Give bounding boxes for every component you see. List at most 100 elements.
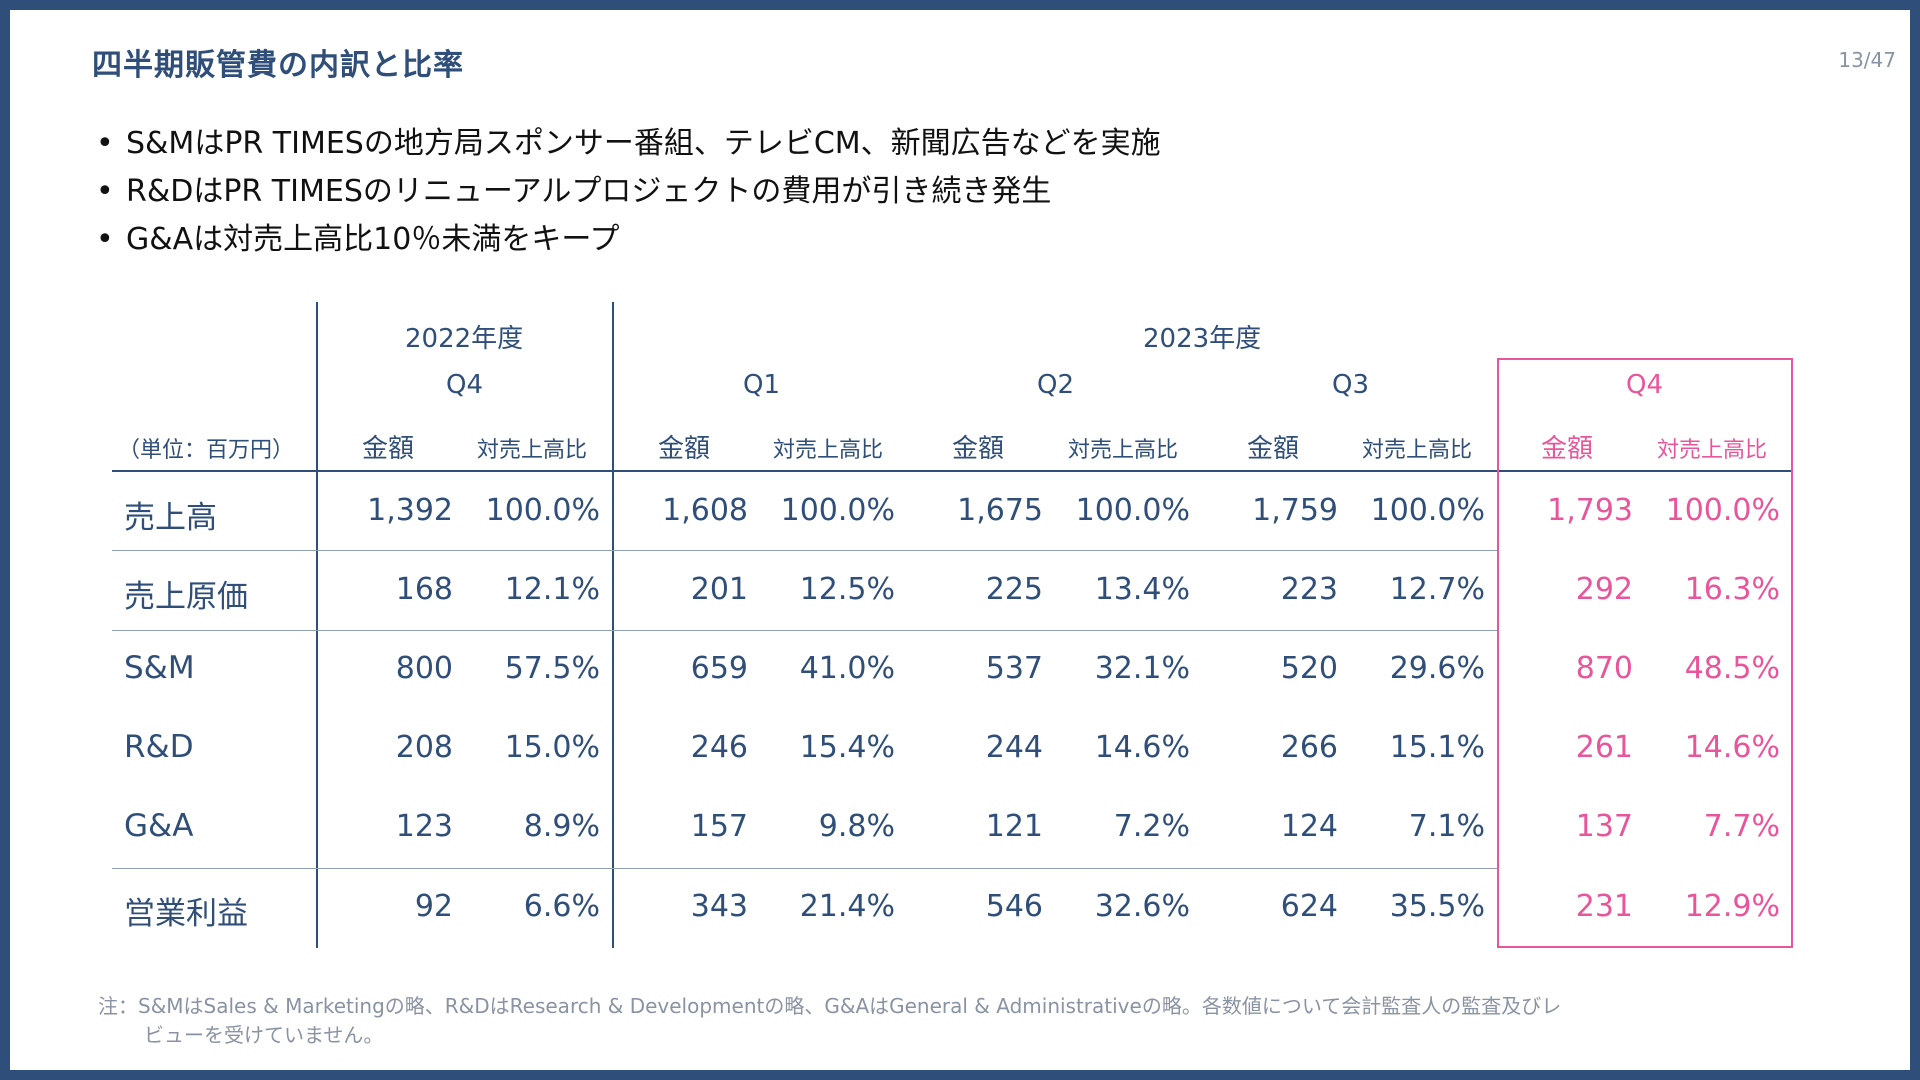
amount-cell: 1,675 bbox=[957, 493, 1043, 528]
column-ratio: 対売上高比 bbox=[1362, 438, 1473, 463]
bullet-list: S&MはPR TIMESの地方局スポンサー番組、テレビCM、新聞広告などを実施 … bbox=[94, 120, 1161, 264]
amount-cell: 1,759 bbox=[1252, 493, 1338, 528]
amount-cell: 92 bbox=[414, 889, 453, 924]
amount-cell: 168 bbox=[395, 572, 453, 607]
amount-cell: 1,392 bbox=[367, 493, 453, 528]
year-header-2023: 2023年度 bbox=[1143, 324, 1262, 354]
ratio-cell: 29.6% bbox=[1389, 651, 1485, 686]
amount-cell: 225 bbox=[985, 572, 1043, 607]
ratio-cell: 41.0% bbox=[799, 651, 895, 686]
ratio-cell: 100.0% bbox=[780, 493, 895, 528]
row-label: 売上原価 bbox=[124, 579, 248, 615]
ratio-cell: 15.0% bbox=[504, 730, 600, 765]
ratio-cell: 100.0% bbox=[1075, 493, 1190, 528]
amount-cell: 246 bbox=[690, 730, 748, 765]
row-divider bbox=[112, 630, 1497, 631]
column-amount: 金額 bbox=[362, 434, 415, 464]
divider-vertical bbox=[316, 302, 318, 948]
ratio-cell: 14.6% bbox=[1094, 730, 1190, 765]
ratio-cell: 12.7% bbox=[1389, 572, 1485, 607]
amount-cell: 223 bbox=[1280, 572, 1338, 607]
column-ratio: 対売上高比 bbox=[477, 438, 588, 463]
ratio-cell: 48.5% bbox=[1684, 651, 1780, 686]
column-ratio: 対売上高比 bbox=[1068, 438, 1179, 463]
q4-highlight-box bbox=[1497, 358, 1793, 948]
footnote: 注：S&MはSales & Marketingの略、R&DはResearch &… bbox=[98, 992, 1818, 1050]
amount-cell: 870 bbox=[1575, 651, 1633, 686]
amount-cell: 157 bbox=[690, 809, 748, 844]
bullet-item: R&DはPR TIMESのリニューアルプロジェクトの費用が引き続き発生 bbox=[94, 168, 1161, 216]
ratio-cell: 6.6% bbox=[523, 889, 600, 924]
year-header-2022: 2022年度 bbox=[405, 324, 524, 354]
ratio-cell: 57.5% bbox=[504, 651, 600, 686]
bullet-item: S&MはPR TIMESの地方局スポンサー番組、テレビCM、新聞広告などを実施 bbox=[94, 120, 1161, 168]
header-rule bbox=[112, 470, 1792, 472]
page-number: 13/47 bbox=[1838, 48, 1896, 72]
amount-cell: 201 bbox=[690, 572, 748, 607]
amount-cell: 659 bbox=[690, 651, 748, 686]
amount-cell: 1,793 bbox=[1547, 493, 1633, 528]
row-label: R&D bbox=[124, 729, 194, 765]
quarter-header: Q4 bbox=[446, 370, 484, 400]
divider-vertical bbox=[612, 302, 614, 948]
amount-cell: 343 bbox=[690, 889, 748, 924]
amount-cell: 121 bbox=[985, 809, 1043, 844]
unit-label: （単位：百万円） bbox=[118, 438, 295, 463]
ratio-cell: 12.5% bbox=[799, 572, 895, 607]
column-ratio: 対売上高比 bbox=[773, 438, 884, 463]
amount-cell: 123 bbox=[395, 809, 453, 844]
amount-cell: 124 bbox=[1280, 809, 1338, 844]
ratio-cell: 21.4% bbox=[799, 889, 895, 924]
ratio-cell: 32.1% bbox=[1094, 651, 1190, 686]
quarter-header: Q1 bbox=[743, 370, 781, 400]
amount-cell: 520 bbox=[1280, 651, 1338, 686]
ratio-cell: 100.0% bbox=[485, 493, 600, 528]
amount-cell: 137 bbox=[1575, 809, 1633, 844]
ratio-cell: 9.8% bbox=[818, 809, 895, 844]
ratio-cell: 7.7% bbox=[1703, 809, 1780, 844]
amount-cell: 1,608 bbox=[662, 493, 748, 528]
quarter-header-highlight: Q4 bbox=[1626, 370, 1664, 400]
column-amount: 金額 bbox=[1247, 434, 1300, 464]
ratio-cell: 15.1% bbox=[1389, 730, 1485, 765]
column-amount: 金額 bbox=[952, 434, 1005, 464]
ratio-cell: 100.0% bbox=[1370, 493, 1485, 528]
ratio-cell: 15.4% bbox=[799, 730, 895, 765]
amount-cell: 292 bbox=[1575, 572, 1633, 607]
ratio-cell: 7.1% bbox=[1408, 809, 1485, 844]
page-title: 四半期販管費の内訳と比率 bbox=[92, 48, 464, 83]
ratio-cell: 35.5% bbox=[1389, 889, 1485, 924]
ratio-cell: 13.4% bbox=[1094, 572, 1190, 607]
amount-cell: 537 bbox=[985, 651, 1043, 686]
column-amount-highlight: 金額 bbox=[1541, 434, 1594, 464]
amount-cell: 261 bbox=[1575, 730, 1633, 765]
amount-cell: 266 bbox=[1280, 730, 1338, 765]
column-ratio-highlight: 対売上高比 bbox=[1657, 438, 1768, 463]
amount-cell: 244 bbox=[985, 730, 1043, 765]
ratio-cell: 8.9% bbox=[523, 809, 600, 844]
ratio-cell: 12.9% bbox=[1684, 889, 1780, 924]
row-label: 営業利益 bbox=[124, 896, 248, 932]
row-label: 売上高 bbox=[124, 500, 217, 536]
amount-cell: 231 bbox=[1575, 889, 1633, 924]
ratio-cell: 14.6% bbox=[1684, 730, 1780, 765]
footnote-line: 注：S&MはSales & Marketingの略、R&DはResearch &… bbox=[98, 994, 1562, 1018]
ratio-cell: 12.1% bbox=[504, 572, 600, 607]
amount-cell: 546 bbox=[985, 889, 1043, 924]
quarter-header: Q2 bbox=[1037, 370, 1075, 400]
row-label: G&A bbox=[124, 808, 194, 844]
bullet-item: G&Aは対売上高比10％未満をキープ bbox=[94, 216, 1161, 264]
quarter-header: Q3 bbox=[1332, 370, 1370, 400]
ratio-cell: 7.2% bbox=[1113, 809, 1190, 844]
amount-cell: 800 bbox=[395, 651, 453, 686]
row-divider bbox=[112, 868, 1497, 869]
row-divider bbox=[112, 550, 1497, 551]
amount-cell: 208 bbox=[395, 730, 453, 765]
amount-cell: 624 bbox=[1280, 889, 1338, 924]
column-amount: 金額 bbox=[658, 434, 711, 464]
ratio-cell: 32.6% bbox=[1094, 889, 1190, 924]
footnote-line: ビューを受けていません。 bbox=[144, 1023, 384, 1047]
row-label: S&M bbox=[124, 650, 195, 686]
